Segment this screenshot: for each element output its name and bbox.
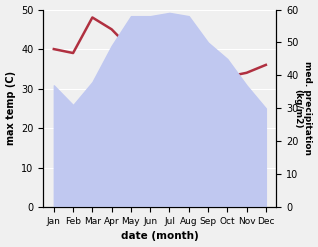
X-axis label: date (month): date (month) xyxy=(121,231,199,242)
Y-axis label: max temp (C): max temp (C) xyxy=(5,71,16,145)
Y-axis label: med. precipitation
(kg/m2): med. precipitation (kg/m2) xyxy=(293,61,313,155)
